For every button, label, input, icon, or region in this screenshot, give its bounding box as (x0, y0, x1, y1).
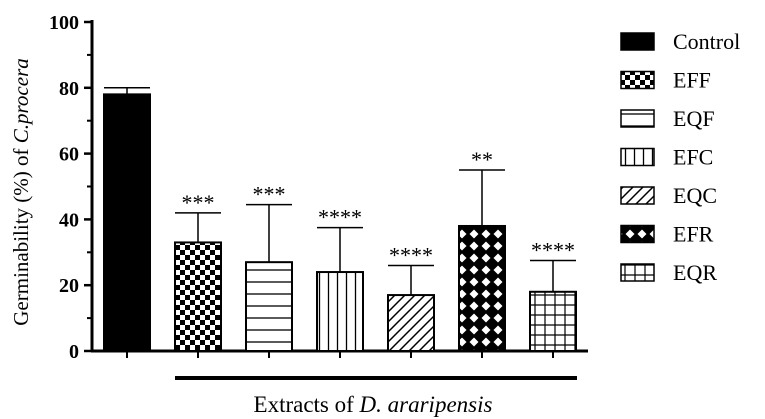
legend: Control EFF EQF EFC EQC EFR EQR (620, 29, 740, 285)
y-tick-label: 0 (69, 341, 79, 363)
legend-label: Control (673, 29, 740, 54)
bar-efc (316, 271, 364, 353)
legend-label: EFC (673, 145, 713, 170)
legend-swatch-efr (620, 224, 655, 244)
legend-label: EQR (673, 260, 717, 285)
legend-label: EQC (673, 183, 717, 208)
x-axis-label: Extracts of D. araripensis (254, 392, 493, 417)
significance-label: **** (389, 242, 433, 267)
legend-label: EFF (673, 68, 711, 93)
bar-eff (174, 241, 222, 352)
legend-swatch-eqc (620, 186, 655, 205)
bar-eqf (245, 261, 293, 353)
bar-eqc (387, 294, 435, 353)
legend-swatch-control (620, 32, 655, 51)
error-bars (104, 87, 576, 296)
significance-label: ** (471, 147, 493, 172)
significance-label: *** (253, 182, 286, 207)
y-tick-label: 60 (59, 144, 79, 166)
significance-label: *** (182, 190, 215, 215)
bar-efr (458, 224, 506, 352)
significance-labels: *** ***************** (182, 147, 576, 267)
legend-label: EFR (673, 222, 714, 247)
bars (103, 93, 577, 353)
y-axis-ticks: 0 20 40 60 80 100 (49, 12, 92, 363)
y-axis-label: Germinability (%) of C.procera (9, 58, 33, 326)
bar-control (103, 93, 151, 352)
legend-swatch-eqr (620, 263, 655, 282)
legend-label: EQF (673, 106, 715, 131)
y-tick-label: 20 (59, 275, 79, 297)
legend-swatch-efc (620, 147, 655, 167)
y-tick-label: 40 (59, 209, 79, 231)
legend-swatch-eqf (620, 109, 655, 128)
y-tick-label: 100 (49, 12, 79, 34)
legend-swatch-eff (620, 70, 655, 90)
y-tick-label: 80 (59, 78, 79, 100)
bar-eqr (529, 290, 577, 352)
significance-label: **** (318, 205, 362, 230)
significance-label: **** (531, 238, 575, 263)
